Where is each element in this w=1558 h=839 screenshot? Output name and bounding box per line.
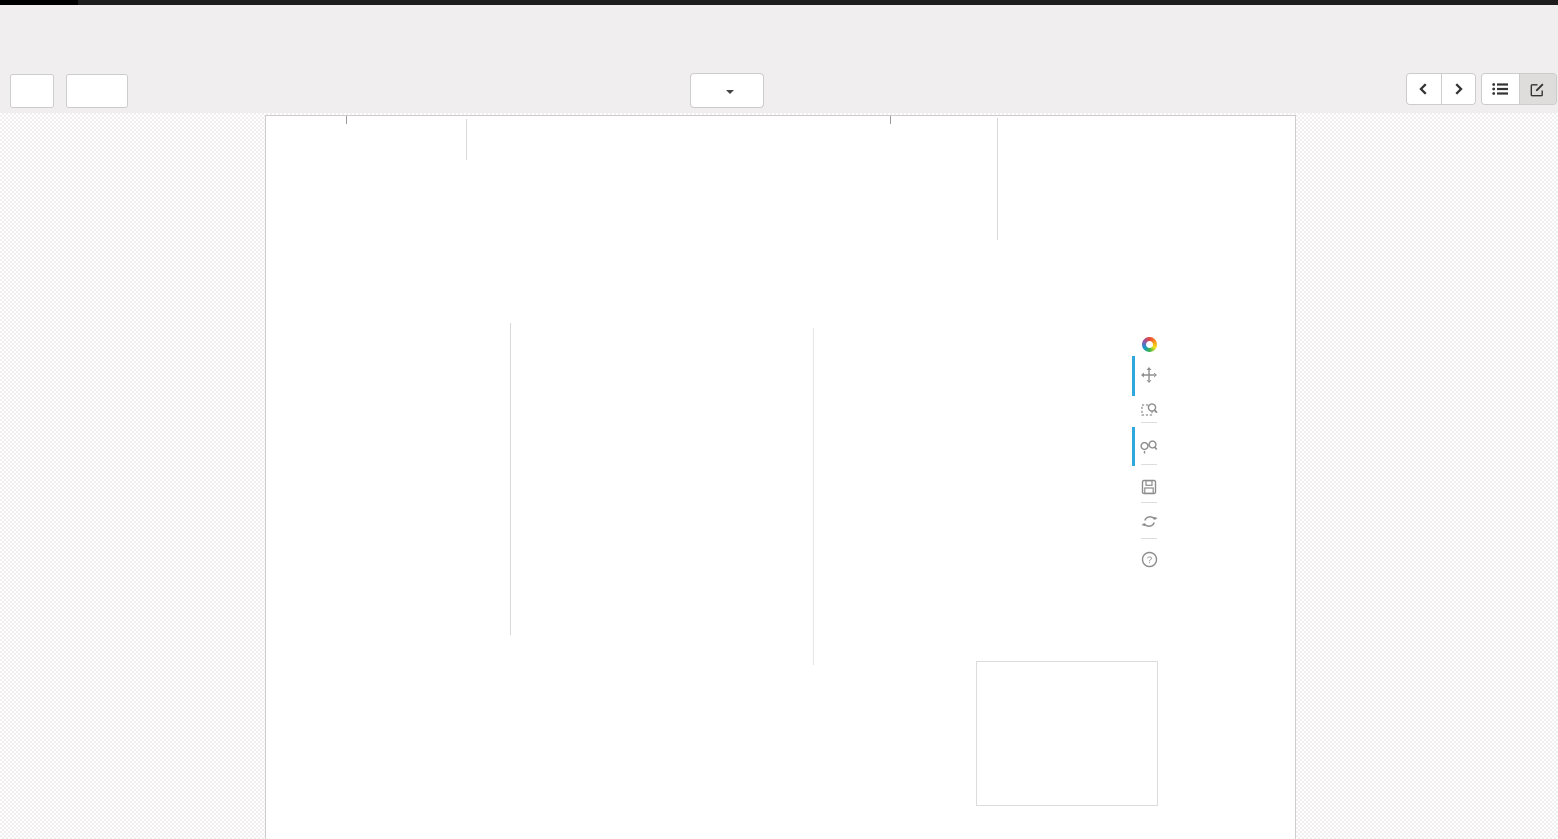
clipped-top-row	[266, 116, 1294, 124]
field-row	[806, 118, 1296, 149]
group-buffer-factors	[285, 323, 780, 636]
top-navbar-strip	[0, 0, 1558, 5]
legend-item-on-hand[interactable]	[989, 784, 1157, 812]
field-row	[285, 604, 780, 636]
field-row	[285, 540, 780, 572]
top-navbar-active-segment	[0, 0, 78, 5]
field-value-product-uom	[997, 118, 1007, 149]
group-procurement	[806, 118, 1296, 242]
field-row	[285, 380, 780, 412]
field-label-dlt	[285, 380, 510, 412]
action-dropdown-button[interactable]	[690, 73, 764, 108]
field-label-adu-method	[285, 508, 510, 540]
buffer-summary-chart	[810, 325, 1166, 670]
legend-item-red-zone[interactable]	[989, 672, 1157, 700]
pager-previous-button[interactable]	[1407, 74, 1441, 104]
field-value-min-order-qty	[510, 444, 766, 476]
zoom-in-out-icon[interactable]	[1140, 438, 1158, 456]
view-switcher	[1481, 73, 1557, 105]
field-row	[285, 412, 780, 444]
breadcrumb	[8, 24, 24, 47]
download-plot-icon[interactable]	[1140, 478, 1158, 496]
create-button[interactable]	[66, 74, 128, 108]
caret-down-icon	[726, 89, 734, 94]
field-row	[285, 508, 780, 540]
help-icon[interactable]: ?	[1140, 550, 1158, 568]
field-label-procurement-group	[806, 211, 997, 242]
field-value-procurement-group	[997, 211, 1007, 242]
chevron-right-icon	[1455, 83, 1463, 95]
field-label-product	[285, 119, 466, 135]
field-row	[806, 180, 1296, 211]
red-swatch	[989, 677, 1008, 696]
green-swatch	[989, 733, 1008, 752]
edit-form-icon	[1530, 83, 1544, 96]
field-row	[285, 119, 780, 135]
clipped-separator-tick	[346, 116, 347, 124]
legend-item-green-zone[interactable]	[989, 728, 1157, 756]
dotted-line-swatch	[989, 797, 1015, 800]
field-value-spike-threshold	[510, 604, 766, 636]
clipped-separator-tick	[890, 116, 891, 124]
field-row	[806, 211, 1296, 242]
pager-nav	[1406, 73, 1476, 105]
field-value-buffer-profile-link[interactable]	[510, 325, 766, 380]
modebar-separator	[1141, 538, 1157, 539]
svg-text:?: ?	[1146, 555, 1151, 566]
solid-line-swatch	[989, 769, 1015, 772]
form-view-button[interactable]	[1518, 74, 1556, 104]
list-view-button[interactable]	[1482, 74, 1519, 104]
chart-left-edge	[813, 328, 814, 665]
group-separator	[510, 323, 511, 635]
modebar-separator	[1141, 422, 1157, 423]
field-row	[285, 476, 780, 508]
field-row	[285, 444, 780, 476]
modebar-separator	[1141, 464, 1157, 465]
chart-plot	[810, 325, 1166, 670]
reset-axes-icon[interactable]	[1140, 512, 1158, 530]
field-label-product-uom	[806, 118, 997, 149]
pager-next-button[interactable]	[1440, 74, 1475, 104]
field-value-adu	[510, 476, 766, 508]
group-separator	[466, 119, 467, 160]
list-icon	[1492, 83, 1509, 95]
field-value-procurement-uom	[997, 149, 1007, 180]
field-label-buffer-profile	[285, 325, 510, 380]
field-label-adu	[285, 476, 510, 508]
field-label-procurement-uom	[806, 149, 997, 180]
plotly-logo-icon[interactable]	[1140, 335, 1158, 353]
field-value-product-link[interactable]	[466, 119, 478, 135]
control-panel	[0, 5, 1558, 113]
field-label-min-order-qty	[285, 444, 510, 476]
field-label-location	[806, 180, 997, 211]
modebar-separator	[1141, 502, 1157, 503]
pan-icon[interactable]	[1140, 366, 1158, 384]
group-separator	[997, 118, 998, 240]
modebar-active-bar	[1132, 427, 1135, 466]
group-product	[285, 119, 780, 160]
legend-item-yellow-zone[interactable]	[989, 700, 1157, 728]
field-label-spike-horizon	[285, 572, 510, 604]
legend-item-net-flow[interactable]	[989, 756, 1157, 784]
field-value-spike-horizon	[510, 572, 766, 604]
chevron-left-icon	[1419, 83, 1427, 95]
field-value-min-order-cycle	[510, 412, 766, 444]
yellow-swatch	[989, 705, 1008, 724]
field-value-dlt	[510, 380, 766, 412]
edit-button[interactable]	[10, 74, 54, 108]
field-row	[806, 149, 1296, 180]
field-value-adu-method-link[interactable]	[510, 508, 766, 540]
field-label-min-order-cycle	[285, 412, 510, 444]
field-label-fixed-adu	[285, 540, 510, 572]
chart-legend	[976, 661, 1158, 806]
modebar-active-bar	[1132, 356, 1135, 396]
field-row	[285, 572, 780, 604]
box-zoom-icon[interactable]	[1140, 400, 1158, 418]
field-value-fixed-adu	[510, 540, 766, 572]
field-value-location-link[interactable]	[997, 180, 1007, 211]
field-label-spike-threshold	[285, 604, 510, 636]
field-row	[285, 325, 780, 380]
